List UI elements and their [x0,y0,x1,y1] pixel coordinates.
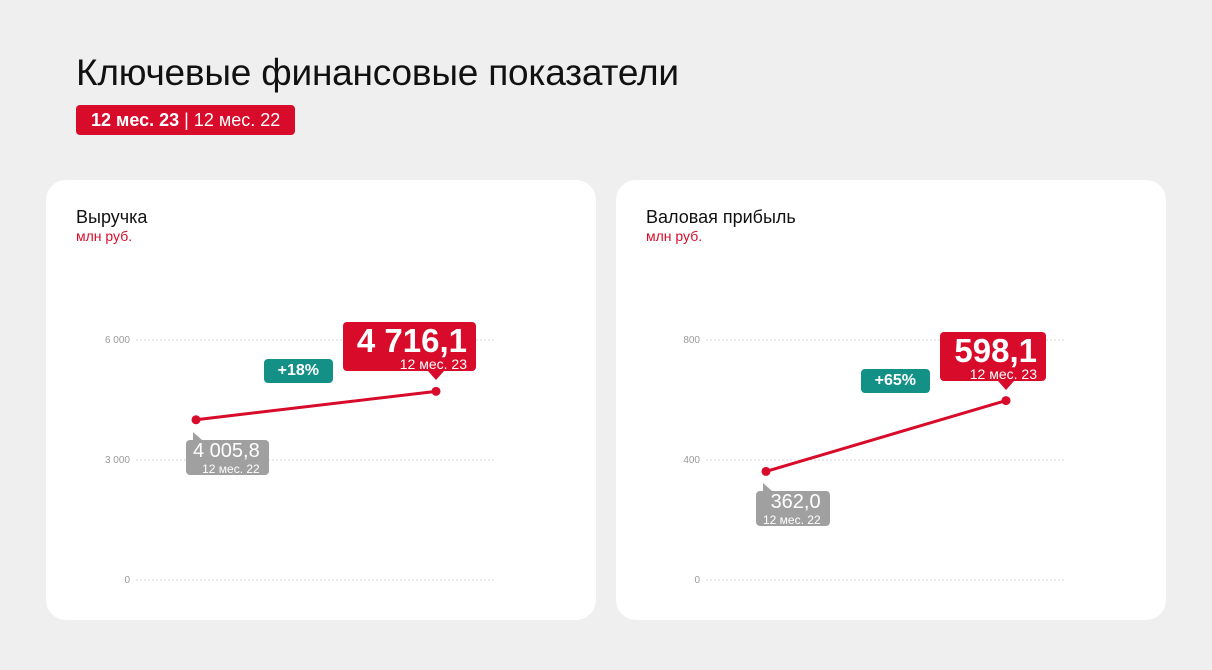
chart-unit: млн руб. [646,228,703,244]
current-value-callout: 598,1 12 мес. 23 [940,331,1046,390]
chart-unit: млн руб. [76,228,133,244]
previous-value-callout: 4 005,8 12 мес. 22 [186,431,269,476]
current-value-label: 598,1 [954,331,1037,369]
previous-value-label: 4 005,8 [193,439,260,462]
period-previous: 12 мес. 22 [193,109,281,130]
y-tick-label: 800 [683,335,700,346]
previous-value-label: 362,0 [770,491,821,514]
previous-period-label: 12 мес. 22 [763,513,821,528]
y-tick-label: 0 [124,575,130,586]
revenue-chart-card: Выручка млн руб. 0 3 000 6 000 4 716,1 12 … [46,180,596,620]
period-current: 12 мес. 23 [91,109,180,130]
current-period-label: 12 мес. 23 [399,356,467,373]
y-tick-label: 400 [683,455,700,466]
growth-badge: +65% [860,369,930,393]
revenue-chart: 0 3 000 6 000 [105,335,496,586]
current-period-label: 12 мес. 23 [969,365,1037,382]
series-line [765,399,1007,473]
data-point-current [1001,396,1011,406]
data-point-previous [191,415,201,425]
previous-period-label: 12 мес. 22 [202,461,260,476]
period-badge: 12 мес. 23 | 12 мес. 22 [76,105,296,135]
data-point-previous [761,466,771,476]
current-value-callout: 4 716,1 12 мес. 23 [342,322,476,381]
chart-title: Выручка [76,207,148,227]
page-title: Ключевые финансовые показатели [76,52,679,93]
y-tick-label: 6 000 [105,335,130,346]
current-value-label: 4 716,1 [356,322,467,360]
previous-value-callout: 362,0 12 мес. 22 [756,483,830,528]
gross-profit-chart-card: Валовая прибыль млн руб. 0 400 800 598,1 1… [616,180,1166,620]
y-tick-label: 0 [694,575,700,586]
series-line [195,389,437,422]
period-separator: | [184,109,189,130]
y-tick-label: 3 000 [105,455,130,466]
gross-profit-chart: 0 400 800 [683,335,1066,586]
growth-badge: +18% [263,359,333,383]
chart-title: Валовая прибыль [646,207,796,227]
data-point-current [431,386,441,396]
